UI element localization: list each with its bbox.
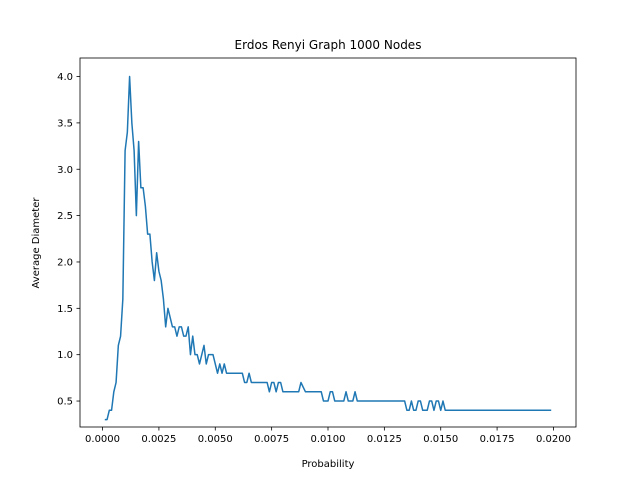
x-axis: 0.0000 0.0025 0.0050 0.0075 0.0100 0.0125 0.01… [85, 427, 571, 445]
chart-title: Erdos Renyi Graph 1000 Nodes [235, 38, 422, 52]
x-tick-label: 0.0200 [536, 434, 571, 445]
x-axis-label: Probability [302, 459, 355, 470]
y-tick-label: 1.0 [57, 350, 73, 361]
plot-area [104, 75, 552, 421]
x-tick-label: 0.0075 [254, 434, 289, 445]
y-axis-label: Average Diameter [31, 197, 42, 289]
x-tick-label: 0.0175 [480, 434, 515, 445]
y-tick-label: 3.0 [57, 165, 73, 176]
x-tick-label: 0.0025 [141, 434, 176, 445]
y-tick-label: 3.5 [57, 118, 73, 129]
x-tick-label: 0.0125 [367, 434, 402, 445]
x-tick-label: 0.0000 [85, 434, 120, 445]
y-tick-label: 1.5 [57, 304, 73, 315]
x-tick-label: 0.0050 [198, 434, 233, 445]
y-axis: 0.5 1.0 1.5 2.0 2.5 3.0 3.5 4.0 [57, 72, 80, 408]
y-tick-label: 2.0 [57, 257, 73, 268]
y-tick-label: 4.0 [57, 72, 73, 83]
x-tick-label: 0.0150 [423, 434, 458, 445]
series-line [104, 75, 552, 421]
y-tick-label: 0.5 [57, 397, 73, 408]
x-tick-label: 0.0100 [311, 434, 346, 445]
y-tick-label: 2.5 [57, 211, 73, 222]
